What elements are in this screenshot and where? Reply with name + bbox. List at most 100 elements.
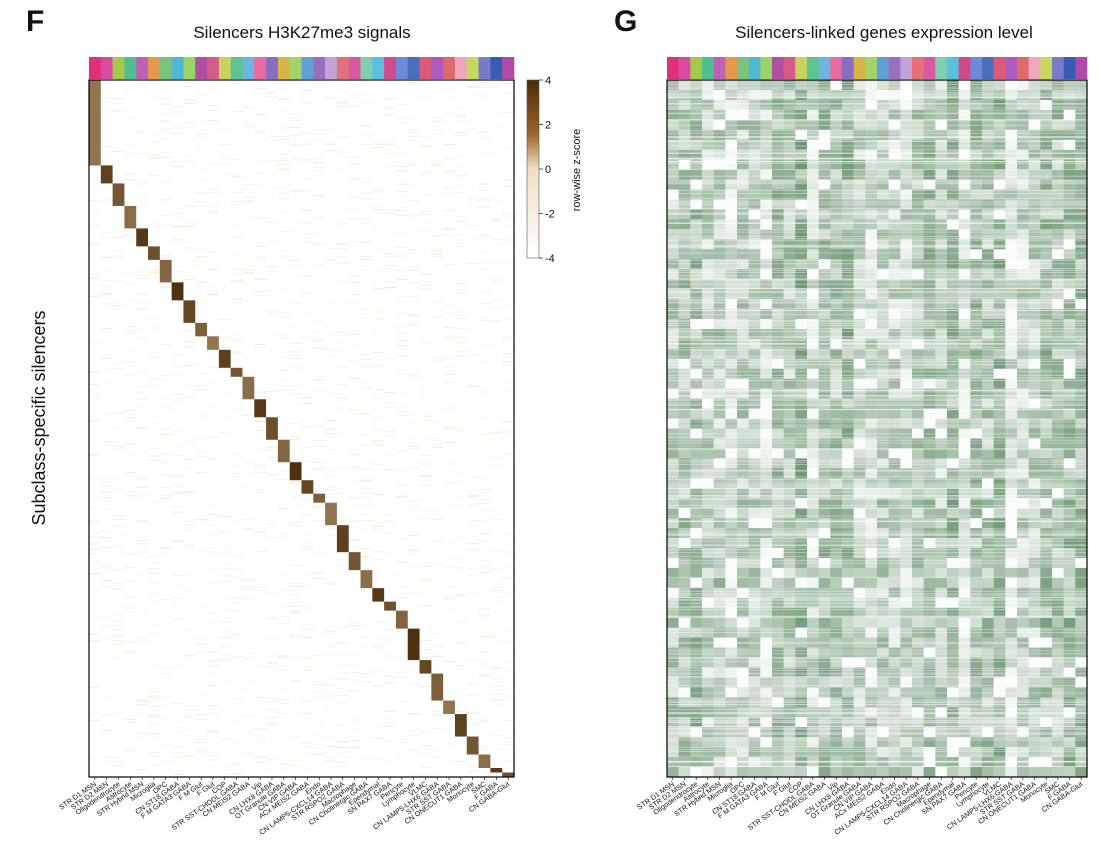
heatmap-g-cell <box>1005 587 1018 598</box>
heatmap-f-texture <box>242 689 255 691</box>
heatmap-f-texture <box>183 205 196 207</box>
heatmap-f-texture <box>384 198 396 199</box>
heatmap-f-texture <box>348 378 361 379</box>
heatmap-g-cell <box>1028 518 1041 529</box>
heatmap-f-texture <box>89 346 101 348</box>
heatmap-f-texture <box>301 514 314 516</box>
heatmap-g-cell <box>900 567 913 579</box>
heatmap-f-texture <box>207 269 219 270</box>
heatmap-g-cell <box>807 458 819 469</box>
heatmap-f-texture <box>277 230 290 232</box>
heatmap-g-cell <box>737 328 749 340</box>
heatmap-f-texture <box>148 556 160 558</box>
heatmap-g-cell <box>982 169 994 180</box>
heatmap-g-cell <box>1063 667 1076 678</box>
heatmap-g-cell <box>1063 179 1076 190</box>
heatmap-g-cell <box>842 229 854 240</box>
heatmap-f-texture <box>360 307 373 309</box>
heatmap-f-texture <box>478 171 491 173</box>
heatmap-f-texture <box>443 381 455 383</box>
heatmap-g-cell <box>713 80 726 91</box>
column-color-cell <box>982 57 994 79</box>
heatmap-f-texture <box>171 216 184 218</box>
heatmap-g-cell <box>982 318 994 330</box>
heatmap-g-cell <box>807 149 819 160</box>
heatmap-g-cell <box>958 468 971 479</box>
heatmap-f-texture <box>419 475 432 477</box>
heatmap-f-texture <box>148 631 160 633</box>
heatmap-g-texture <box>667 437 1087 438</box>
heatmap-g-cell <box>900 368 913 379</box>
heatmap-g-cell <box>702 119 714 130</box>
heatmap-f-texture <box>466 770 479 772</box>
heatmap-g-cell <box>807 368 819 379</box>
heatmap-g-cell <box>690 468 703 479</box>
heatmap-f-texture <box>195 692 208 694</box>
heatmap-g-cell <box>842 418 854 429</box>
heatmap-g-cell <box>958 159 971 170</box>
heatmap-g-cell <box>993 109 1006 121</box>
heatmap-g-cell <box>818 498 831 509</box>
heatmap-g-texture <box>667 323 1087 324</box>
heatmap-f-texture <box>431 235 444 237</box>
heatmap-g-cell <box>1075 508 1088 519</box>
heatmap-f-texture <box>348 771 361 773</box>
heatmap-g-cell <box>947 348 959 359</box>
heatmap-f-texture <box>348 281 361 283</box>
heatmap-g-texture <box>667 175 1087 177</box>
heatmap-g-cell <box>702 468 714 479</box>
heatmap-f-texture <box>183 555 196 556</box>
heatmap-g-cell <box>842 747 854 758</box>
heatmap-f-texture <box>218 674 231 676</box>
heatmap-g-cell <box>970 318 983 330</box>
heatmap-g-cell <box>1052 577 1064 589</box>
heatmap-g-texture <box>667 712 1087 713</box>
heatmap-g-cell <box>818 289 831 300</box>
heatmap-f-texture <box>301 347 314 348</box>
heatmap-f-texture <box>136 478 149 480</box>
heatmap-g-cell <box>830 647 843 658</box>
heatmap-f-texture <box>136 307 149 309</box>
heatmap-g-cell <box>748 657 761 668</box>
heatmap-g-cell <box>842 607 854 618</box>
heatmap-f-texture <box>159 462 172 463</box>
heatmap-g-cell <box>737 239 749 250</box>
heatmap-g-cell <box>923 318 936 330</box>
heatmap-f-texture <box>301 397 314 399</box>
heatmap-f-texture <box>289 594 302 596</box>
heatmap-g-cell <box>818 368 831 379</box>
heatmap-f-texture <box>89 220 101 222</box>
heatmap-g-cell <box>982 109 994 121</box>
heatmap-f-diagonal-block <box>431 673 444 701</box>
heatmap-f-texture <box>112 489 125 491</box>
heatmap-f-texture <box>148 723 160 725</box>
heatmap-g-cell <box>935 109 948 121</box>
heatmap-g-cell <box>818 428 831 439</box>
heatmap-g-cell <box>888 458 901 469</box>
heatmap-g-cell <box>830 328 843 340</box>
heatmap-g-cell <box>783 269 796 280</box>
heatmap-g-cell <box>1075 388 1088 399</box>
heatmap-f-texture <box>289 423 302 424</box>
heatmap-g-cell <box>748 189 761 200</box>
heatmap-g-cell <box>713 438 726 449</box>
heatmap-f-texture <box>313 604 326 606</box>
heatmap-g-cell <box>935 687 948 698</box>
heatmap-f-texture <box>443 464 455 466</box>
heatmap-f-texture <box>348 163 361 165</box>
heatmap-f-texture <box>431 172 444 174</box>
heatmap-g-cell <box>795 368 808 379</box>
heatmap-f-texture <box>431 653 444 655</box>
heatmap-g-cell <box>842 468 854 479</box>
heatmap-f-texture <box>266 92 278 93</box>
heatmap-g-cell <box>970 587 983 598</box>
heatmap-g-cell <box>830 269 843 280</box>
heatmap-g-cell <box>783 378 796 389</box>
heatmap-f-texture <box>218 610 231 612</box>
heatmap-f-texture <box>218 681 231 682</box>
heatmap-f-texture <box>395 586 408 588</box>
heatmap-g-cell <box>690 538 703 549</box>
heatmap-f-texture <box>89 225 101 227</box>
heatmap-g-cell <box>993 80 1006 91</box>
heatmap-f-texture <box>466 164 479 166</box>
